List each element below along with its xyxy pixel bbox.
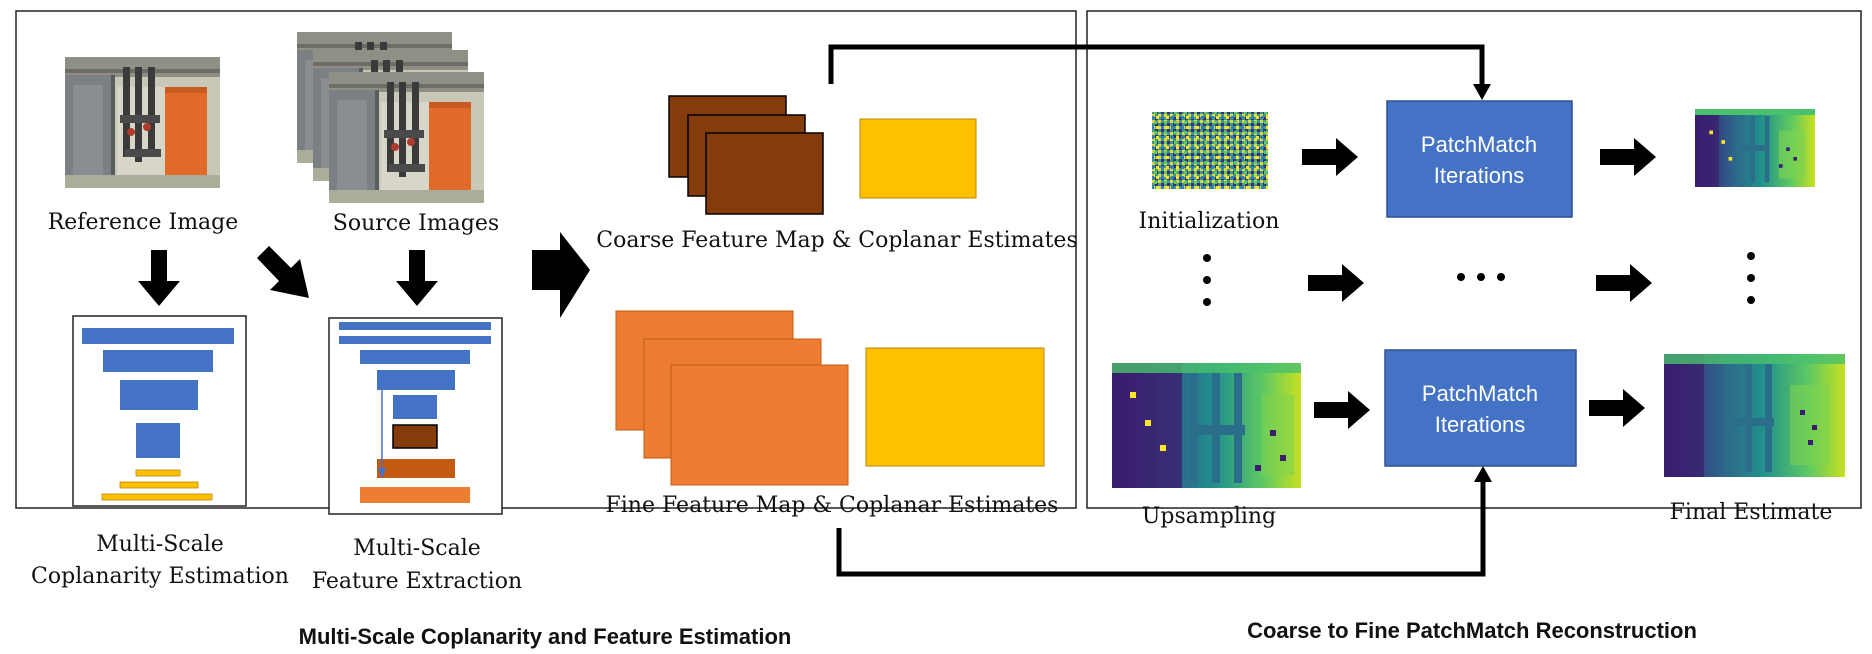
arrow-right-icon <box>1314 391 1370 429</box>
patchmatch-iterations-bottom: PatchMatch Iterations <box>1384 349 1577 467</box>
final-estimate-label: Final Estimate <box>1670 500 1833 525</box>
patchmatch-bottom-line2: Iterations <box>1435 412 1526 437</box>
reference-image-label: Reference Image <box>48 210 239 235</box>
feature-label-line2: Feature Extraction <box>312 569 522 594</box>
layer-block <box>377 370 455 390</box>
coarse-coplanar-map <box>859 118 977 199</box>
layer-block <box>339 322 491 330</box>
yellow-layer <box>135 469 181 477</box>
fine-feature-maps <box>615 310 849 486</box>
coplanarity-layers <box>82 328 234 501</box>
layer-block <box>120 380 198 410</box>
initialization-label: Initialization <box>1139 209 1280 234</box>
upsampling-label: Upsampling <box>1142 504 1276 529</box>
yellow-layer <box>119 481 199 489</box>
layer-block <box>103 350 213 372</box>
right-panel-border <box>1086 10 1862 509</box>
patchmatch-top-line2: Iterations <box>1434 163 1525 188</box>
coplanarity-network-box <box>72 315 247 507</box>
arrow-diagonal-icon <box>257 246 309 298</box>
arrow-down-icon <box>396 250 438 306</box>
layer-block <box>136 423 180 458</box>
arrow-right-icon <box>532 232 590 318</box>
source-images-label: Source Images <box>333 211 499 236</box>
source-images <box>297 32 484 203</box>
coarse-output-block <box>392 424 438 449</box>
reference-image <box>65 57 220 188</box>
fine-output-block <box>360 487 470 503</box>
feature-layers <box>339 322 491 503</box>
coarse-depth-estimate <box>1695 109 1816 188</box>
fine-label: Fine Feature Map & Coplanar Estimates <box>606 493 1059 518</box>
arrow-right-icon <box>1596 264 1652 302</box>
upsample-block <box>377 459 455 478</box>
ellipsis-vertical-icon <box>1203 254 1211 306</box>
arrow-down-icon <box>138 250 180 306</box>
connector-fine-to-patchmatch <box>836 466 1492 577</box>
arrow-right-icon <box>1302 138 1358 176</box>
left-panel-title: Multi-Scale Coplanarity and Feature Esti… <box>299 624 792 649</box>
ellipsis-vertical-icon <box>1747 252 1755 304</box>
upsampling-depth-image <box>1112 363 1301 488</box>
random-noise-icon <box>1152 112 1268 189</box>
left-panel-border <box>15 10 1077 509</box>
arrow-right-icon <box>1600 138 1656 176</box>
patchmatch-top-line1: PatchMatch <box>1421 132 1537 157</box>
patchmatch-bottom-line1: PatchMatch <box>1422 381 1538 406</box>
coplanarity-label-line2: Coplanarity Estimation <box>31 564 289 589</box>
connector-coarse-to-patchmatch <box>828 44 1491 100</box>
feature-label-line1: Multi-Scale <box>353 536 481 561</box>
right-panel-title: Coarse to Fine PatchMatch Reconstruction <box>1247 618 1697 643</box>
layer-block <box>393 395 437 419</box>
coarse-label: Coarse Feature Map & Coplanar Estimates <box>596 228 1078 253</box>
fine-map-layer <box>670 364 849 486</box>
coplanarity-label-line1: Multi-Scale <box>96 532 224 557</box>
arrow-right-icon <box>1589 389 1645 427</box>
yellow-layer <box>101 493 213 501</box>
final-depth-estimate <box>1664 354 1845 477</box>
fine-coplanar-map <box>865 347 1045 467</box>
ellipsis-horizontal-icon <box>1457 273 1505 281</box>
patchmatch-iterations-top: PatchMatch Iterations <box>1386 100 1573 218</box>
arrow-right-icon <box>1308 264 1364 302</box>
layer-block <box>339 336 491 344</box>
coarse-map-layer <box>705 132 824 215</box>
coarse-feature-maps <box>668 95 824 215</box>
layer-block <box>360 350 470 364</box>
layer-block <box>82 328 234 344</box>
